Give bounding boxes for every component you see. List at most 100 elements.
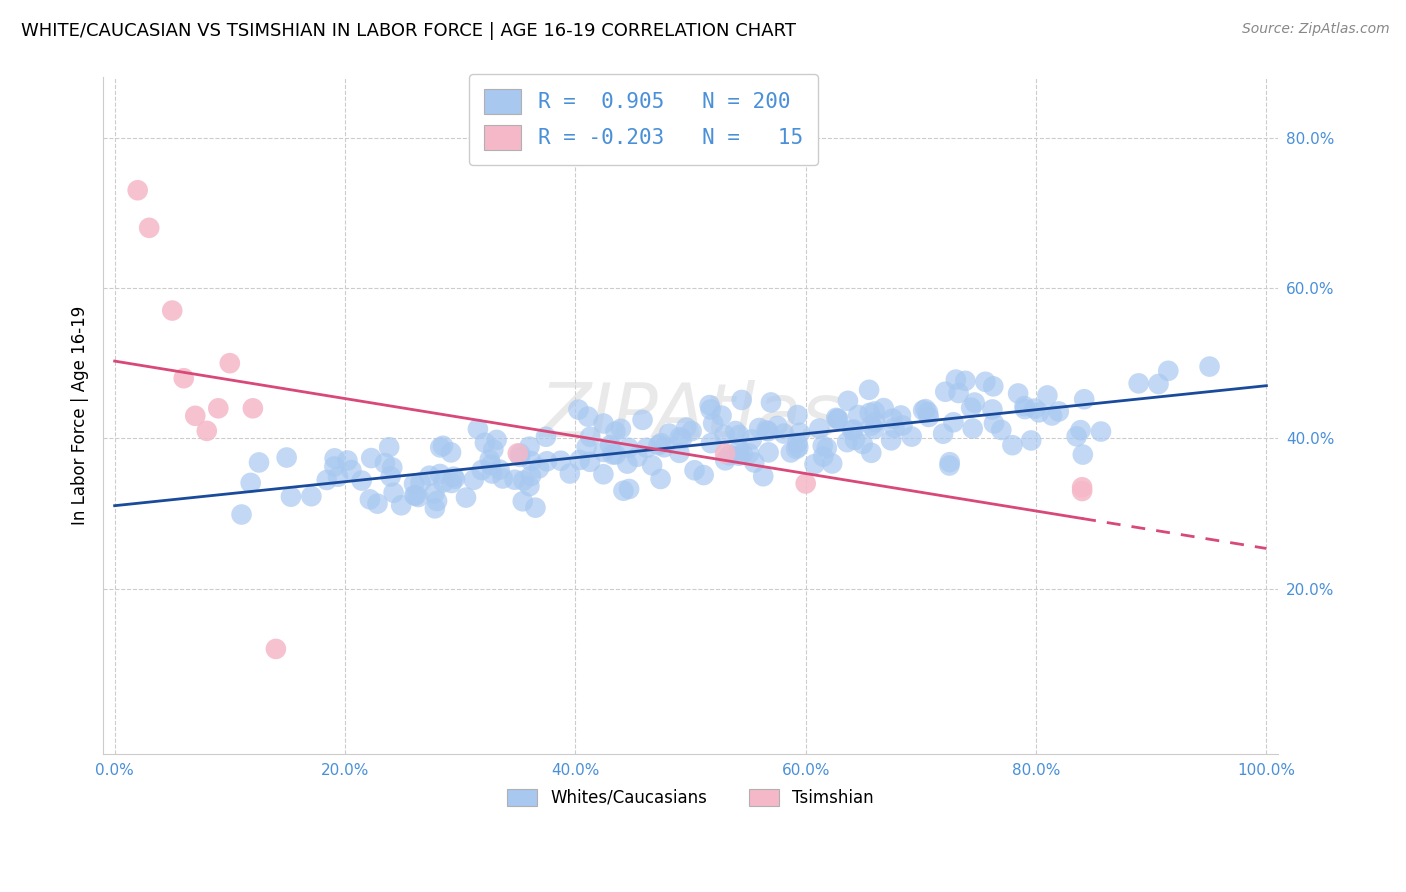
Point [699,398,721,412]
Point [264,642,287,657]
Point [858,383,880,397]
Point [863,422,886,436]
Point [873,401,896,416]
Point [127,183,149,197]
Point [724,424,747,438]
Point [218,356,240,370]
Point [779,445,801,459]
Point [1070,423,1092,437]
Point [380,469,402,483]
Point [1073,392,1095,407]
Point [880,434,903,448]
Point [471,463,494,477]
Point [728,442,751,457]
Point [1001,438,1024,452]
Text: Source: ZipAtlas.com: Source: ZipAtlas.com [1241,22,1389,37]
Point [948,386,970,401]
Point [382,485,405,500]
Point [612,483,634,498]
Point [481,467,503,481]
Point [692,468,714,483]
Point [323,451,346,466]
Point [485,433,508,447]
Point [1157,364,1180,378]
Point [429,467,451,481]
Point [558,467,581,481]
Point [599,438,621,452]
Point [825,410,848,425]
Point [474,435,496,450]
Point [527,461,550,475]
Point [173,371,195,385]
Point [859,406,882,420]
Point [789,425,811,440]
Point [787,440,810,454]
Point [340,463,363,477]
Point [443,469,465,483]
Point [738,446,761,460]
Point [432,475,454,490]
Point [1071,483,1094,498]
Point [160,303,183,318]
Point [683,463,706,477]
Point [748,421,770,435]
Point [605,448,627,462]
Point [668,446,690,460]
Point [671,432,693,446]
Point [467,422,489,436]
Point [852,437,875,451]
Point [794,476,817,491]
Point [520,454,543,468]
Point [938,458,960,473]
Point [942,415,965,429]
Point [626,450,648,464]
Point [714,446,737,460]
Y-axis label: In Labor Force | Age 16-19: In Labor Force | Age 16-19 [72,306,89,525]
Point [813,450,835,464]
Point [519,440,541,454]
Point [426,494,449,508]
Point [1024,401,1046,416]
Point [917,405,939,419]
Point [443,472,465,486]
Point [945,373,967,387]
Point [699,402,721,417]
Point [636,441,658,455]
Point [579,430,602,444]
Point [702,417,724,431]
Point [803,457,825,471]
Point [378,440,401,454]
Point [1014,402,1036,417]
Point [404,488,426,502]
Point [752,469,775,483]
Point [1066,429,1088,443]
Point [239,475,262,490]
Point [932,426,955,441]
Point [423,486,446,500]
Legend: Whites/Caucasians, Tsimshian: Whites/Caucasians, Tsimshian [501,782,880,814]
Point [374,456,396,470]
Point [1128,376,1150,391]
Point [1147,376,1170,391]
Point [766,418,789,433]
Point [1014,399,1036,413]
Point [914,402,936,417]
Point [912,403,935,417]
Point [700,436,723,450]
Point [315,473,337,487]
Point [359,492,381,507]
Point [990,423,1012,437]
Point [758,445,780,459]
Point [962,421,984,435]
Point [773,426,796,441]
Point [534,430,557,444]
Point [900,429,922,443]
Point [890,409,912,423]
Point [882,411,904,425]
Point [675,420,697,434]
Point [576,409,599,424]
Point [842,423,865,437]
Point [891,418,914,433]
Point [610,422,633,436]
Point [506,446,529,460]
